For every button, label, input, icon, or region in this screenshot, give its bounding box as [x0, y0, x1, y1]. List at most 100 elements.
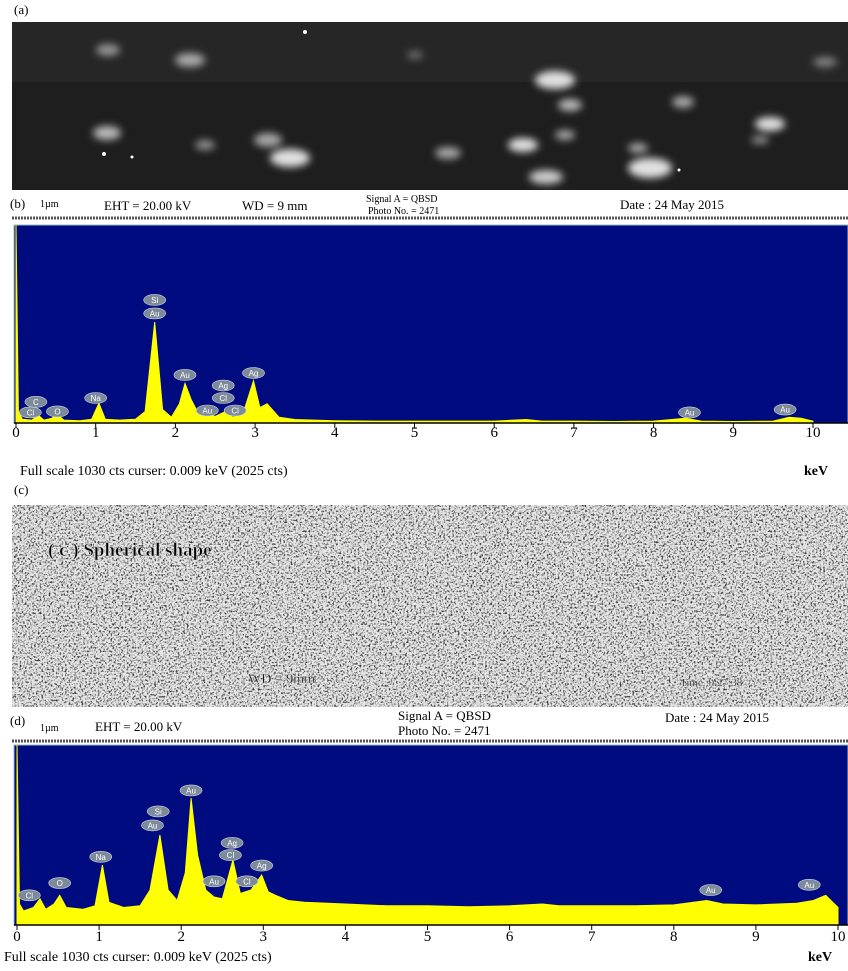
peak-label-text: Au [804, 881, 814, 890]
scale-bar-label: 1µm [40, 199, 59, 210]
peak-label-text: Ag [249, 369, 259, 378]
signal: Signal A = QBSD [398, 708, 491, 723]
peak-label-badge [18, 889, 41, 902]
peak-label-badge [202, 875, 226, 888]
peak-label-text: Au [706, 886, 716, 895]
peak-label-badge [242, 367, 265, 379]
eht: EHT = 20.00 kV [104, 198, 192, 213]
peak-label-badge [195, 404, 219, 417]
working-distance: WD = 9 mm [242, 198, 307, 213]
peak-label-badge [143, 294, 166, 306]
peak-label: Au [678, 406, 701, 419]
x-tick-label: 0 [13, 929, 21, 945]
photo-number: Photo No. = 2471 [368, 206, 439, 217]
peak-label: Ag [220, 837, 244, 849]
peak-label-text: Au [209, 877, 219, 886]
spectrum-footer: Full scale 1030 cts curser: 0.009 keV (2… [4, 950, 272, 965]
panel-label: (b) [10, 196, 25, 211]
peak-label: Au [797, 879, 821, 891]
peak-label: Au [195, 404, 219, 417]
info-bar-d: (d) 1µm EHT = 20.00 kV Signal A = QBSD P… [10, 708, 848, 743]
peak-label-badge [24, 396, 48, 408]
peak-label: O [46, 405, 69, 418]
peak-label: Cl [19, 406, 42, 419]
peak-label: Ag [211, 379, 235, 392]
peak-label-badge [773, 403, 797, 416]
peak-label-text: Si [155, 807, 162, 816]
peak-label-text: Au [780, 406, 790, 415]
panel-label: (c) [14, 482, 28, 497]
peak-label-badge [48, 877, 71, 889]
peak-label-text: C [33, 398, 39, 407]
spectrum-footer: Full scale 1030 cts curser: 0.009 keV (2… [20, 464, 288, 479]
x-tick-label: 3 [251, 425, 259, 441]
peak-label: Cl [211, 392, 235, 404]
peak-label-badge [19, 406, 42, 419]
peak-label-text: Au [148, 821, 158, 830]
peak-label-text: Cl [27, 408, 35, 417]
peak-label-text: Na [91, 394, 102, 403]
peak-label: Au [202, 875, 226, 888]
peak-label-badge [84, 392, 107, 404]
peak-label-text: Au [202, 407, 212, 416]
x-tick-label: 2 [177, 929, 185, 945]
panel-label: (a) [14, 2, 28, 17]
peak-label-badge [46, 405, 69, 418]
peak-label-badge [223, 404, 247, 417]
peak-label: Cl [18, 889, 41, 902]
peak-label-badge [220, 837, 244, 849]
peak-label: Cl [235, 875, 259, 888]
scale-bar-label: 1µm [40, 723, 59, 734]
peak-label-text: Au [150, 309, 160, 318]
peak-label: Si [146, 805, 170, 818]
x-tick-label: 9 [730, 425, 738, 441]
x-tick-label: 7 [588, 929, 596, 945]
peak-label-text: Au [180, 371, 190, 380]
peak-label-text: Cl [219, 394, 227, 403]
peak-label-badge [219, 849, 242, 861]
x-tick-label: 2 [172, 425, 180, 441]
peak-label-text: Au [685, 408, 695, 417]
peak-label: Ag [250, 859, 273, 872]
peak-label-text: Si [151, 296, 158, 305]
peak-label-badge [678, 406, 701, 419]
peak-label: Na [89, 851, 113, 863]
spectrum-background [13, 744, 848, 926]
x-tick-label: 3 [260, 929, 268, 945]
peak-label: Au [179, 784, 203, 797]
peak-label-badge [250, 859, 273, 872]
x-tick-label: 8 [650, 425, 658, 441]
peak-label-text: O [54, 407, 60, 416]
peak-label-text: Ag [227, 839, 237, 848]
image-time: Time :9:27:38 [680, 677, 743, 689]
peak-label: Au [173, 369, 197, 381]
peak-label: Au [699, 884, 723, 896]
spectrum-area [16, 744, 839, 926]
peak-label-badge [143, 307, 166, 320]
peak-label-text: Ag [218, 382, 228, 391]
x-tick-label: 5 [424, 929, 432, 945]
x-tick-label: 6 [490, 425, 498, 441]
peak-label: O [48, 877, 71, 889]
peak-label-badge [211, 379, 235, 392]
spectrum-background [13, 224, 848, 424]
x-tick-label: 0 [12, 425, 20, 441]
peak-label: Cl [223, 404, 247, 417]
sem-image-a [12, 22, 848, 190]
peak-label: Ag [242, 367, 265, 379]
panel-label: (d) [10, 713, 25, 728]
x-tick-label: 1 [92, 425, 100, 441]
peak-label-badge [235, 875, 259, 888]
peak-label-badge [211, 392, 235, 404]
x-tick-label: 4 [342, 929, 350, 945]
info-bar-b: (b) 1µm EHT = 20.00 kV WD = 9 mm Signal … [10, 194, 848, 220]
peak-label-badge [797, 879, 821, 891]
peak-label: Cl [219, 849, 242, 861]
x-tick-label: 8 [670, 929, 678, 945]
eht: EHT = 20.00 kV [95, 719, 183, 734]
peak-label: Na [84, 392, 107, 404]
date: Date : 24 May 2015 [620, 197, 724, 212]
spectrum-area [15, 224, 814, 424]
